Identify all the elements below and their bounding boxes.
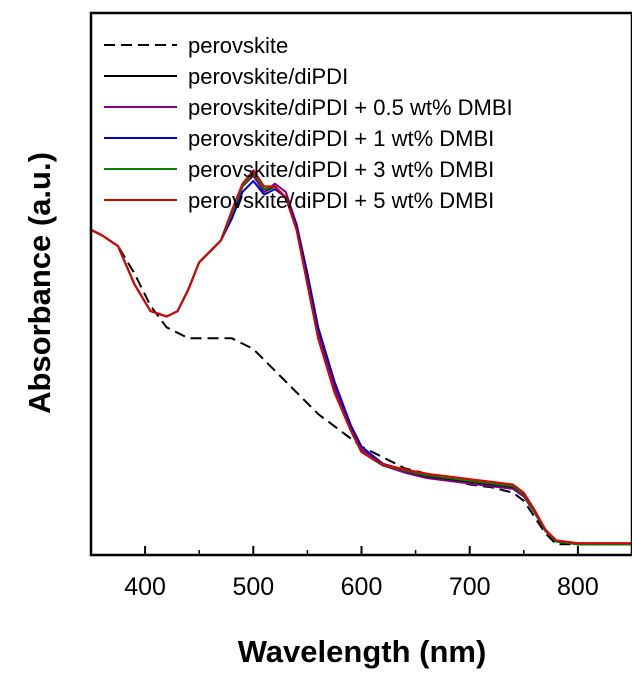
legend-label: perovskite/diPDI + 5 wt% DMBI xyxy=(188,188,494,213)
legend-entry-perovskite-dipdi: perovskite/diPDI xyxy=(104,64,348,89)
x-tick-label-700: 700 xyxy=(449,573,491,601)
x-tick-label-600: 600 xyxy=(341,573,383,601)
legend-label: perovskite xyxy=(188,33,288,58)
series-layer xyxy=(90,169,632,546)
legend-label: perovskite/diPDI xyxy=(188,64,348,89)
legend-entry-perovskite-dipdi-0-5-wt-dmbi: perovskite/diPDI + 0.5 wt% DMBI xyxy=(104,95,513,120)
x-axis-title: Wavelength (nm) xyxy=(238,634,487,669)
legend-entry-perovskite-dipdi-1-wt-dmbi: perovskite/diPDI + 1 wt% DMBI xyxy=(104,126,494,151)
legend: perovskite perovskite/diPDI perovskite/diP… xyxy=(104,33,513,213)
legend-entry-perovskite-dipdi-5-wt-dmbi: perovskite/diPDI + 5 wt% DMBI xyxy=(104,188,494,213)
x-tick-label-500: 500 xyxy=(232,573,274,601)
legend-label: perovskite/diPDI + 1 wt% DMBI xyxy=(188,126,494,151)
legend-label: perovskite/diPDI + 3 wt% DMBI xyxy=(188,157,494,182)
series-line-perovskite-dipdi-5-wt-dmbi xyxy=(90,169,632,545)
x-tick-label-400: 400 xyxy=(124,573,166,601)
x-tick-label-800: 800 xyxy=(557,573,599,601)
legend-entry-perovskite-dipdi-3-wt-dmbi: perovskite/diPDI + 3 wt% DMBI xyxy=(104,157,494,182)
legend-entry-perovskite: perovskite xyxy=(104,33,288,58)
x-tick-layer: 400 500 600 700 800 xyxy=(124,546,599,601)
y-axis-title: Absorbance (a.u.) xyxy=(22,152,57,414)
legend-label: perovskite/diPDI + 0.5 wt% DMBI xyxy=(188,95,513,120)
